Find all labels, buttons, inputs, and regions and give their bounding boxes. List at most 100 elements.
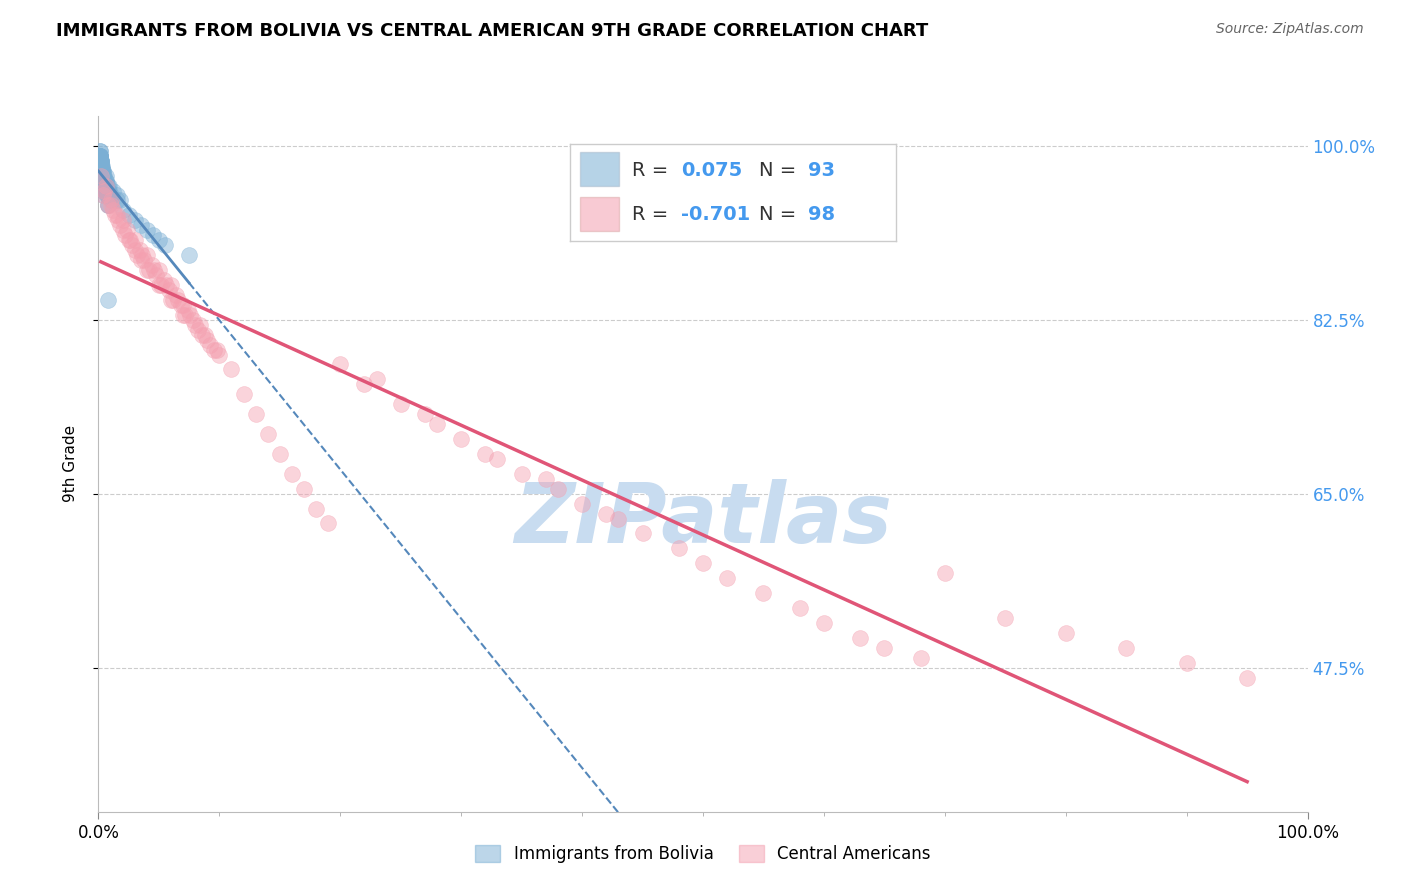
Point bbox=[232, 387, 254, 401]
Point bbox=[93, 173, 115, 187]
Point bbox=[292, 482, 315, 496]
Point bbox=[157, 283, 180, 297]
Point bbox=[93, 173, 115, 187]
Point bbox=[97, 178, 120, 193]
Point bbox=[100, 194, 122, 208]
Text: ZIPatlas: ZIPatlas bbox=[515, 479, 891, 560]
Point bbox=[97, 198, 120, 212]
Point bbox=[187, 323, 209, 337]
Point bbox=[1115, 640, 1137, 655]
Point bbox=[90, 153, 112, 168]
Point bbox=[129, 219, 152, 233]
Point bbox=[97, 188, 120, 202]
Point bbox=[90, 153, 112, 168]
Point bbox=[94, 178, 117, 193]
Point bbox=[141, 258, 163, 272]
Point bbox=[91, 173, 114, 187]
Text: 93: 93 bbox=[808, 161, 835, 179]
Point bbox=[353, 377, 375, 392]
Point bbox=[148, 277, 170, 292]
Point bbox=[127, 248, 149, 262]
Point bbox=[94, 169, 117, 183]
Point bbox=[89, 144, 111, 158]
Point bbox=[91, 184, 114, 198]
Point bbox=[124, 243, 146, 257]
Point bbox=[155, 277, 177, 292]
Point bbox=[204, 343, 226, 357]
Point bbox=[129, 253, 152, 268]
Point bbox=[450, 432, 472, 446]
Point bbox=[534, 472, 557, 486]
Point bbox=[245, 407, 267, 421]
Point bbox=[100, 194, 122, 208]
Point bbox=[138, 263, 160, 277]
Point bbox=[134, 253, 156, 268]
Point bbox=[135, 248, 157, 262]
Point bbox=[89, 163, 111, 178]
Bar bbox=[579, 197, 619, 231]
Point bbox=[135, 223, 157, 237]
Point bbox=[90, 159, 112, 173]
Point bbox=[118, 233, 141, 247]
Point bbox=[94, 173, 117, 187]
Point bbox=[105, 188, 128, 202]
Point bbox=[90, 159, 112, 173]
Point bbox=[389, 397, 412, 411]
Point bbox=[179, 308, 201, 322]
Point bbox=[96, 184, 118, 198]
Point bbox=[93, 184, 115, 198]
Point bbox=[194, 327, 217, 342]
Text: IMMIGRANTS FROM BOLIVIA VS CENTRAL AMERICAN 9TH GRADE CORRELATION CHART: IMMIGRANTS FROM BOLIVIA VS CENTRAL AMERI… bbox=[56, 22, 928, 40]
Point bbox=[366, 372, 388, 386]
Point bbox=[98, 178, 121, 193]
Point bbox=[89, 144, 111, 158]
Point bbox=[89, 149, 111, 163]
Point bbox=[162, 293, 184, 307]
Point bbox=[135, 263, 157, 277]
Point bbox=[108, 194, 131, 208]
Point bbox=[89, 149, 111, 163]
Point bbox=[89, 149, 111, 163]
Point bbox=[148, 233, 170, 247]
Point bbox=[91, 166, 114, 180]
Point bbox=[148, 263, 170, 277]
Point bbox=[94, 173, 117, 187]
Point bbox=[93, 178, 115, 193]
Point bbox=[813, 615, 835, 630]
Point bbox=[89, 159, 111, 173]
Point bbox=[104, 208, 127, 222]
Point bbox=[90, 169, 112, 183]
Point bbox=[111, 213, 134, 227]
Point bbox=[90, 153, 112, 168]
Point bbox=[93, 173, 115, 187]
Point bbox=[90, 159, 112, 173]
Point bbox=[89, 159, 111, 173]
Point bbox=[97, 198, 120, 212]
Point bbox=[89, 153, 111, 168]
Text: -0.701: -0.701 bbox=[681, 205, 751, 225]
Point bbox=[849, 631, 872, 645]
Y-axis label: 9th Grade: 9th Grade bbox=[63, 425, 77, 502]
Point bbox=[160, 277, 183, 292]
Point bbox=[205, 343, 228, 357]
Point bbox=[124, 233, 146, 247]
Bar bbox=[579, 152, 619, 186]
Point bbox=[90, 169, 112, 183]
Point bbox=[93, 176, 115, 190]
Point bbox=[97, 198, 120, 212]
Legend: Immigrants from Bolivia, Central Americans: Immigrants from Bolivia, Central America… bbox=[468, 838, 938, 870]
Text: N =: N = bbox=[759, 161, 803, 179]
Point bbox=[89, 153, 111, 168]
Point bbox=[169, 298, 191, 312]
Point bbox=[89, 149, 111, 163]
Point bbox=[90, 163, 112, 178]
Point bbox=[121, 238, 143, 252]
Text: 0.075: 0.075 bbox=[681, 161, 742, 179]
Point bbox=[90, 159, 112, 173]
Point bbox=[91, 163, 114, 178]
Point bbox=[118, 208, 141, 222]
Point bbox=[142, 228, 165, 243]
Point bbox=[167, 293, 190, 307]
Point bbox=[91, 188, 114, 202]
Point bbox=[413, 407, 436, 421]
